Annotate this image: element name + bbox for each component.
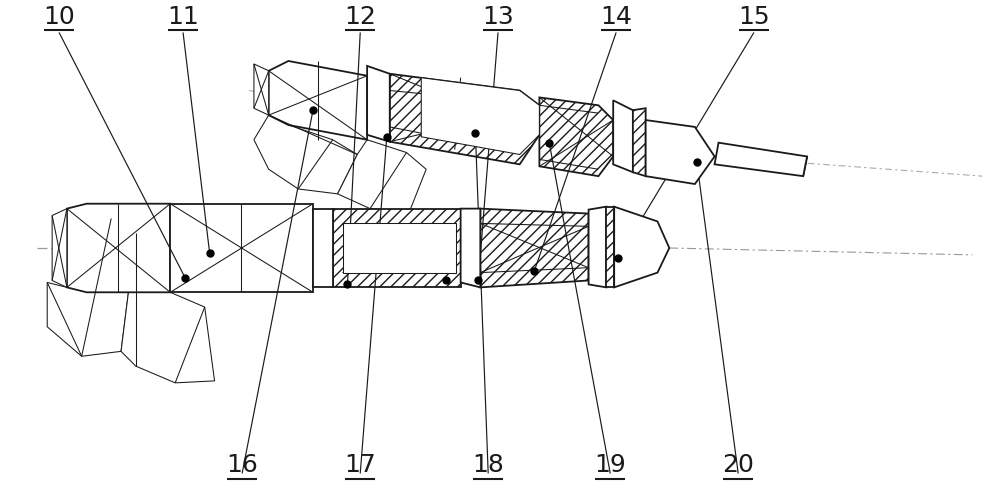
Text: 14: 14: [600, 4, 632, 28]
Polygon shape: [67, 204, 170, 292]
Polygon shape: [47, 209, 136, 356]
Text: 19: 19: [594, 454, 626, 478]
Polygon shape: [254, 64, 269, 115]
Polygon shape: [170, 204, 313, 292]
Polygon shape: [367, 66, 390, 142]
Polygon shape: [633, 108, 646, 176]
Polygon shape: [539, 97, 613, 176]
Text: 11: 11: [167, 4, 199, 28]
Polygon shape: [589, 207, 606, 287]
Polygon shape: [333, 209, 461, 287]
Polygon shape: [650, 124, 709, 180]
Text: 17: 17: [344, 454, 376, 478]
Text: 13: 13: [482, 4, 514, 28]
Text: 12: 12: [344, 4, 376, 28]
Polygon shape: [254, 115, 357, 194]
Polygon shape: [269, 61, 367, 140]
Polygon shape: [461, 209, 480, 287]
Text: 20: 20: [722, 454, 754, 478]
Polygon shape: [313, 209, 333, 287]
Polygon shape: [606, 207, 614, 287]
Polygon shape: [613, 100, 633, 172]
Text: 16: 16: [226, 454, 258, 478]
Text: 18: 18: [472, 454, 504, 478]
Polygon shape: [618, 214, 663, 280]
Polygon shape: [715, 143, 807, 176]
Polygon shape: [646, 120, 715, 184]
Polygon shape: [614, 207, 669, 287]
Polygon shape: [343, 224, 456, 272]
Text: 10: 10: [43, 4, 75, 28]
Polygon shape: [52, 209, 67, 287]
Polygon shape: [480, 209, 589, 287]
Polygon shape: [121, 233, 215, 383]
Polygon shape: [421, 78, 539, 155]
Text: 15: 15: [738, 4, 770, 28]
Polygon shape: [338, 140, 426, 212]
Polygon shape: [390, 74, 539, 164]
